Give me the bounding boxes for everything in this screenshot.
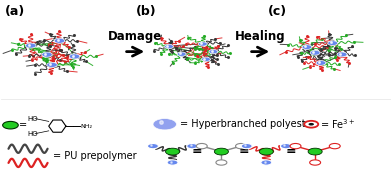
Circle shape xyxy=(290,143,301,149)
Text: HO: HO xyxy=(27,116,38,122)
Circle shape xyxy=(304,121,318,128)
Text: (c): (c) xyxy=(268,5,287,18)
Circle shape xyxy=(165,44,174,49)
Circle shape xyxy=(147,143,158,149)
Text: = Fe$^{3+}$: = Fe$^{3+}$ xyxy=(320,117,356,131)
Circle shape xyxy=(309,123,314,126)
Text: (b): (b) xyxy=(136,5,156,18)
Circle shape xyxy=(47,62,57,67)
Text: =: = xyxy=(20,120,27,130)
Circle shape xyxy=(259,148,273,155)
Circle shape xyxy=(187,143,198,149)
Circle shape xyxy=(201,57,211,61)
Circle shape xyxy=(261,160,272,165)
Circle shape xyxy=(316,61,326,65)
Circle shape xyxy=(153,119,176,130)
Circle shape xyxy=(310,50,320,55)
Circle shape xyxy=(198,42,207,46)
Text: =: = xyxy=(192,145,202,158)
Circle shape xyxy=(25,43,36,48)
Circle shape xyxy=(69,54,80,59)
Text: Damage: Damage xyxy=(108,30,163,43)
Circle shape xyxy=(177,52,186,56)
Circle shape xyxy=(329,143,340,149)
Circle shape xyxy=(328,41,338,46)
Circle shape xyxy=(54,38,65,43)
Text: =: = xyxy=(285,145,296,158)
Circle shape xyxy=(42,52,52,57)
Circle shape xyxy=(302,45,312,49)
Circle shape xyxy=(214,148,229,155)
Text: = Hyperbranched polyester: = Hyperbranched polyester xyxy=(180,119,315,129)
Circle shape xyxy=(196,143,207,149)
Text: Healing: Healing xyxy=(235,30,286,43)
Circle shape xyxy=(236,143,247,149)
Text: HO: HO xyxy=(27,131,38,137)
Text: =: = xyxy=(239,145,249,158)
Text: NH₂: NH₂ xyxy=(81,124,93,129)
Circle shape xyxy=(308,148,322,155)
Circle shape xyxy=(209,49,218,54)
Circle shape xyxy=(241,143,252,149)
Circle shape xyxy=(280,143,291,149)
Text: = PU prepolymer: = PU prepolymer xyxy=(53,151,137,161)
Circle shape xyxy=(3,121,18,129)
Circle shape xyxy=(310,160,321,165)
Text: (a): (a) xyxy=(5,5,25,18)
Circle shape xyxy=(337,52,347,57)
Circle shape xyxy=(165,148,180,155)
Circle shape xyxy=(167,160,178,165)
Circle shape xyxy=(216,160,227,165)
